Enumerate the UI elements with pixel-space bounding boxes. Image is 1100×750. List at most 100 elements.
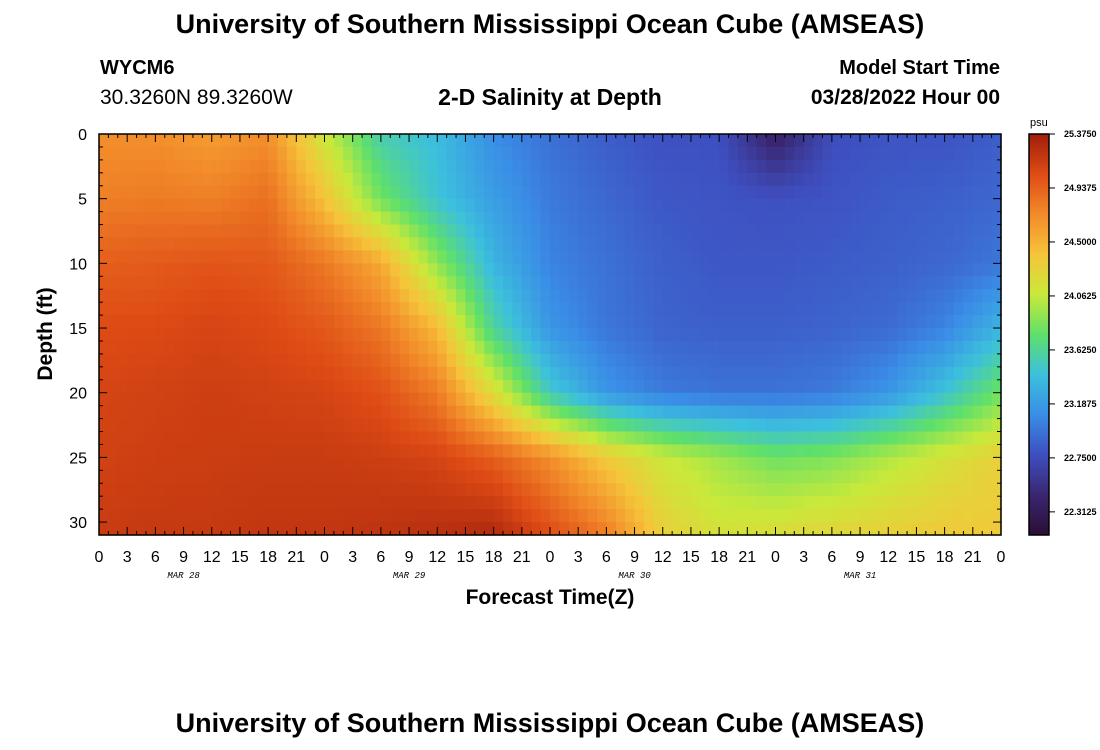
heatmap-cell	[164, 353, 175, 368]
heatmap-cell	[286, 250, 297, 264]
heatmap-cell	[869, 405, 880, 420]
heatmap-cell	[399, 250, 410, 264]
heatmap-cell	[136, 224, 147, 239]
heatmap-cell	[578, 289, 589, 303]
heatmap-cell	[352, 146, 363, 161]
heatmap-cell	[888, 302, 899, 316]
heatmap-cell	[456, 328, 467, 342]
heatmap-cell	[277, 289, 288, 303]
heatmap-cell	[512, 328, 523, 342]
heatmap-cell	[662, 250, 673, 264]
heatmap-cell	[136, 496, 147, 510]
heatmap-cell	[766, 444, 777, 458]
heatmap-cell	[277, 276, 288, 290]
heatmap-cell	[108, 134, 119, 148]
heatmap-cell	[230, 328, 241, 342]
heatmap-cell	[568, 211, 579, 226]
heatmap-cell	[239, 289, 250, 303]
heatmap-cell	[653, 250, 664, 264]
heatmap-cell	[409, 263, 420, 277]
heatmap-cell	[991, 198, 1002, 213]
heatmap-cell	[531, 457, 542, 471]
heatmap-cell	[192, 302, 203, 316]
heatmap-cell	[296, 522, 307, 536]
heatmap-cell	[972, 418, 983, 433]
heatmap-cell	[249, 289, 260, 303]
heatmap-cell	[615, 392, 626, 407]
heatmap-cell	[380, 328, 391, 342]
heatmap-cell	[653, 315, 664, 329]
heatmap-cell	[578, 172, 589, 187]
heatmap-cell	[456, 146, 467, 161]
heatmap-cell	[869, 185, 880, 200]
heatmap-cell	[916, 483, 927, 497]
heatmap-cell	[954, 444, 965, 458]
heatmap-cell	[352, 418, 363, 433]
heatmap-cell	[935, 276, 946, 290]
heatmap-cell	[766, 353, 777, 368]
heatmap-cell	[916, 328, 927, 342]
heatmap-cell	[625, 211, 636, 226]
heatmap-cell	[211, 276, 222, 290]
heatmap-cell	[324, 198, 335, 213]
heatmap-cell	[277, 315, 288, 329]
heatmap-cell	[860, 237, 871, 252]
heatmap-cell	[239, 379, 250, 394]
heatmap-cell	[737, 315, 748, 329]
heatmap-cell	[333, 302, 344, 316]
heatmap-cell	[831, 276, 842, 290]
heatmap-cell	[390, 328, 401, 342]
heatmap-cell	[99, 211, 109, 226]
heatmap-cell	[493, 379, 504, 394]
heatmap-cell	[756, 444, 767, 458]
heatmap-cell	[850, 315, 861, 329]
heatmap-cell	[409, 172, 420, 187]
heatmap-cell	[568, 379, 579, 394]
heatmap-cell	[437, 444, 448, 458]
heatmap-cell	[550, 457, 560, 471]
heatmap-cell	[897, 134, 908, 148]
heatmap-cell	[559, 315, 570, 329]
heatmap-cell	[672, 198, 683, 213]
heatmap-cell	[954, 224, 965, 239]
heatmap-cell	[756, 418, 767, 433]
heatmap-cell	[239, 315, 250, 329]
heatmap-cell	[221, 496, 232, 510]
heatmap-cell	[174, 496, 185, 510]
heatmap-cell	[756, 289, 767, 303]
heatmap-cell	[183, 522, 194, 536]
heatmap-cell	[446, 302, 457, 316]
heatmap-cell	[643, 405, 654, 420]
heatmap-cell	[474, 134, 485, 148]
heatmap-cell	[286, 405, 297, 420]
heatmap-cell	[418, 198, 429, 213]
heatmap-cell	[296, 431, 307, 446]
heatmap-cell	[596, 224, 607, 239]
heatmap-cell	[446, 496, 457, 510]
heatmap-cell	[540, 431, 551, 446]
heatmap-cell	[897, 392, 908, 407]
heatmap-cell	[559, 483, 570, 497]
heatmap-cell	[907, 211, 918, 226]
heatmap-cell	[784, 172, 795, 187]
heatmap-cell	[794, 263, 805, 277]
heatmap-cell	[418, 146, 429, 161]
heatmap-cell	[380, 418, 391, 433]
heatmap-cell	[653, 522, 664, 536]
heatmap-cell	[803, 159, 814, 174]
heatmap-cell	[944, 211, 955, 226]
heatmap-cell	[145, 172, 156, 187]
heatmap-cell	[850, 470, 861, 484]
heatmap-cell	[794, 379, 805, 394]
heatmap-cell	[822, 392, 833, 407]
heatmap-cell	[521, 276, 532, 290]
heatmap-cell	[784, 340, 795, 355]
heatmap-cell	[352, 185, 363, 200]
heatmap-cell	[587, 418, 598, 433]
heatmap-cell	[437, 134, 448, 148]
heatmap-cell	[888, 366, 899, 381]
heatmap-cell	[794, 224, 805, 239]
heatmap-cell	[249, 328, 260, 342]
heatmap-cell	[878, 134, 889, 148]
x-tick-label: 3	[348, 549, 357, 566]
